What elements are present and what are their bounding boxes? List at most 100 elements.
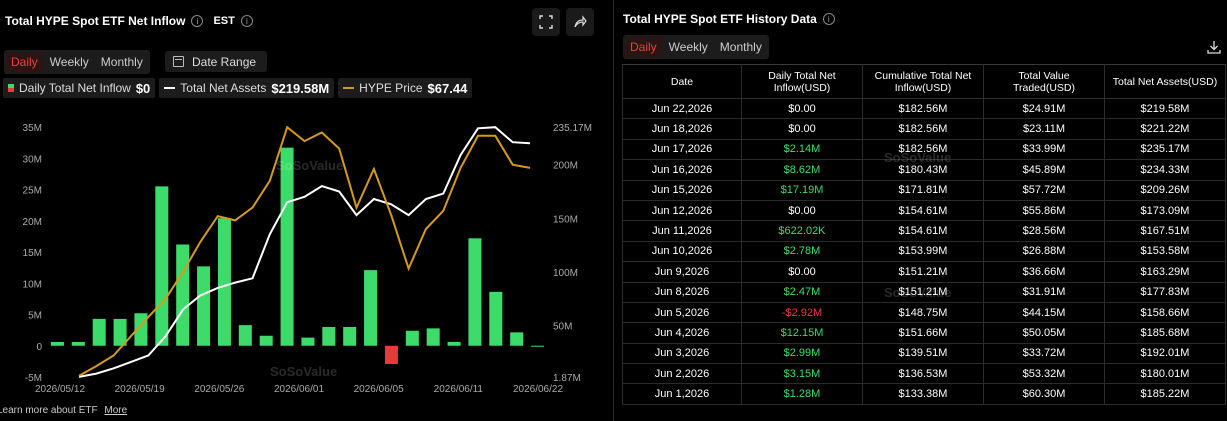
table-cell: $0.00	[740, 261, 863, 283]
table-cell: $219.58M	[1103, 98, 1227, 120]
inflow-bar	[238, 325, 252, 346]
table-cell: Jun 22,2026	[622, 98, 742, 120]
y-tick-label: 30M	[23, 154, 42, 165]
legend-value: $0	[135, 80, 151, 96]
table-cell: $28.56M	[982, 220, 1105, 242]
info-icon[interactable]: i	[191, 15, 204, 27]
learn-more-text: Learn more about ETF	[0, 405, 98, 416]
table-cell: Jun 3,2026	[622, 343, 742, 365]
table-row: Jun 16,2026 $8.62M $180.43M $45.89M $234.33M	[622, 159, 1227, 181]
tab-weekly[interactable]: Weekly	[49, 55, 89, 69]
table-cell: $151.21M	[861, 282, 984, 303]
table-cell: $154.61M	[861, 220, 984, 242]
table-cell: $136.53M	[861, 363, 984, 385]
tab-monthly[interactable]: Monthly	[100, 55, 143, 69]
legend-value: $67.44	[427, 80, 468, 96]
table-cell: $180.43M	[861, 159, 984, 181]
x-tick-label: 2026/05/12	[35, 384, 85, 395]
table-cell: Jun 5,2026	[622, 302, 742, 324]
legend-total-net-assets[interactable]: Total Net Assets $219.58M	[159, 78, 335, 98]
inflow-bar	[531, 345, 545, 347]
line-swatch-icon	[343, 87, 355, 89]
tab-weekly[interactable]: Weekly	[668, 40, 708, 54]
table-cell: $192.01M	[1103, 343, 1227, 365]
table-cell: $57.72M	[982, 180, 1105, 201]
table-cell: Jun 9,2026	[622, 261, 742, 283]
inflow-bar	[259, 335, 273, 346]
history-table: Date Daily Total Net Inflow(USD) Cumulativ…	[622, 64, 1227, 405]
inflow-bar	[510, 332, 524, 346]
table-cell: $8.62M	[740, 159, 863, 181]
table-cell: $31.91M	[982, 282, 1105, 303]
table-cell: $622.02K	[740, 220, 863, 242]
inflow-bar	[384, 345, 398, 364]
legend-hype-price[interactable]: HYPE Price $67.44	[338, 78, 473, 98]
table-cell: $133.38M	[861, 383, 984, 405]
table-cell: $2.78M	[740, 241, 863, 263]
table-cell: $235.17M	[1103, 139, 1227, 161]
date-range-button[interactable]: Date Range	[165, 51, 267, 72]
table-row: Jun 15,2026 $17.19M $171.81M $57.72M $209.26…	[622, 180, 1227, 201]
download-icon[interactable]	[1207, 40, 1221, 54]
table-cell: Jun 18,2026	[622, 118, 742, 140]
table-cell: $33.99M	[982, 139, 1105, 161]
net-inflow-panel: Total HYPE Spot ETF Net Inflow i EST i D…	[0, 0, 605, 421]
table-cell: $3.15M	[740, 363, 863, 385]
line-swatch-icon	[164, 87, 176, 89]
inflow-bar	[280, 147, 294, 346]
share-icon[interactable]	[566, 8, 594, 36]
tab-monthly[interactable]: Monthly	[719, 40, 762, 54]
history-data-panel: Total HYPE Spot ETF History Data i Daily…	[613, 0, 1227, 421]
table-cell: Jun 2,2026	[622, 363, 742, 385]
y-tick-label: 35M	[23, 123, 42, 134]
table-cell: $182.56M	[861, 118, 984, 140]
net-inflow-chart[interactable]: 35M 30M 25M 20M 15M 10M 5M 0 -5M 235.17M 200M 150M 1…	[0, 110, 605, 402]
table-cell: $2.14M	[740, 139, 863, 161]
table-cell: $209.26M	[1103, 180, 1227, 201]
table-cell: $33.72M	[982, 343, 1105, 365]
legend-label: HYPE Price	[359, 81, 423, 95]
column-header: Cumulative Total Net Inflow(USD)	[861, 64, 984, 99]
chart-title: Total HYPE Spot ETF Net Inflow i EST i	[5, 14, 253, 28]
table-row: Jun 1,2026 $1.28M $133.38M $60.30M $185.22M	[622, 383, 1227, 405]
legend-daily-inflow[interactable]: Daily Total Net Inflow $0	[3, 78, 156, 98]
chart-title-text: Total HYPE Spot ETF Net Inflow	[5, 14, 186, 28]
table-cell: $17.19M	[740, 180, 863, 201]
table-cell: Jun 10,2026	[622, 241, 742, 263]
timezone-info-icon[interactable]: i	[240, 15, 253, 27]
table-cell: $26.88M	[982, 241, 1105, 263]
tab-daily[interactable]: Daily	[625, 37, 662, 57]
table-row: Jun 11,2026 $622.02K $154.61M $28.56M $167.5…	[622, 220, 1227, 242]
inflow-bar	[364, 270, 378, 346]
table-cell: $0.00	[740, 98, 863, 120]
calendar-icon	[173, 56, 184, 67]
y2-tick-label: 50M	[553, 321, 572, 332]
x-tick-label: 2026/05/26	[194, 384, 244, 395]
bar-swatch-icon	[8, 84, 14, 92]
table-cell: $36.66M	[982, 261, 1105, 283]
inflow-bar	[50, 342, 64, 346]
info-icon[interactable]: i	[822, 13, 835, 25]
inflow-bar	[343, 327, 357, 346]
table-cell: $44.15M	[982, 302, 1105, 324]
column-header: Total Value Traded(USD)	[982, 64, 1105, 99]
legend-label: Total Net Assets	[180, 81, 267, 95]
y-tick-label: -5M	[25, 373, 42, 384]
table-cell: $185.68M	[1103, 322, 1227, 344]
x-tick-label: 2026/06/01	[274, 384, 324, 395]
table-cell: $148.75M	[861, 302, 984, 324]
inflow-bar	[113, 318, 127, 346]
fullscreen-icon[interactable]	[532, 8, 560, 36]
table-header: Date Daily Total Net Inflow(USD) Cumulativ…	[622, 64, 1227, 99]
more-link[interactable]: More	[104, 405, 128, 416]
table-cell: $0.00	[740, 200, 863, 222]
table-cell: -$2.92M	[740, 302, 863, 324]
table-cell: $158.66M	[1103, 302, 1227, 324]
y-tick-label: 0	[36, 342, 42, 353]
y2-tick-label: 1.87M	[553, 373, 581, 384]
tab-daily[interactable]: Daily	[6, 52, 43, 72]
inflow-bar	[405, 330, 419, 346]
y-tick-label: 10M	[23, 279, 42, 290]
column-header: Daily Total Net Inflow(USD)	[740, 64, 863, 99]
x-tick-label: 2026/06/05	[354, 384, 404, 395]
